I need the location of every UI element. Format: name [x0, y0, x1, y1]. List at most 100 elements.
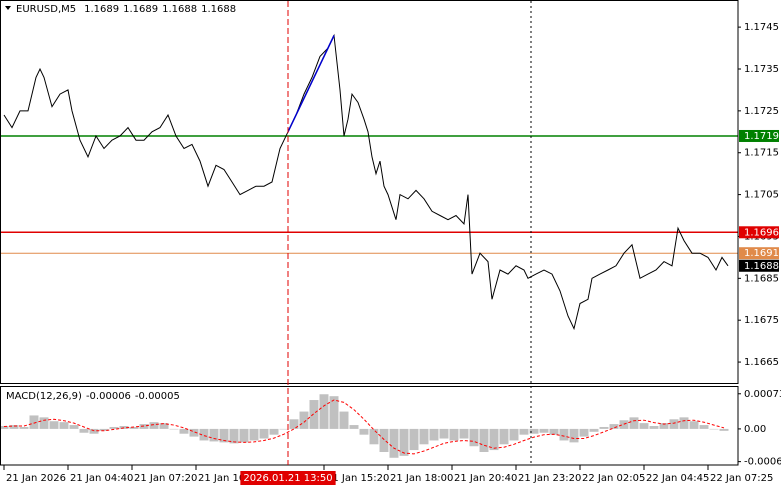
macd-bar — [479, 428, 489, 453]
y-tick-label: 1.1675 — [744, 315, 779, 326]
macd-bar — [179, 428, 189, 434]
x-tick-label: 21 Jan 20:40 — [454, 473, 517, 484]
y-tick-label: 1.1665 — [744, 357, 779, 368]
collapse-icon — [5, 6, 11, 10]
macd-bar — [509, 428, 519, 441]
macd-bar — [649, 426, 659, 429]
x-tick-label: 21 Jan 2026 — [6, 473, 66, 484]
macd-bar — [499, 428, 509, 445]
level-label: 1.1691 — [744, 248, 779, 259]
macd-bar — [689, 421, 699, 429]
macd-bar — [719, 428, 729, 431]
last-price-label: 1.1688 — [744, 261, 779, 272]
crosshair-label-box — [240, 471, 336, 485]
x-tick-label: 21 Jan 18:00 — [390, 473, 453, 484]
macd-frame — [0, 386, 739, 466]
macd-bar — [379, 428, 389, 453]
y-tick-label: 0.00 — [744, 424, 766, 435]
ohlc-value: 1.1689 — [84, 4, 119, 15]
y-tick-label: 1.1715 — [744, 148, 779, 159]
macd-bar — [589, 428, 599, 432]
macd-bar — [419, 428, 429, 445]
y-tick-label: 1.1745 — [744, 22, 779, 33]
macd-bar — [19, 426, 29, 429]
macd-bar — [209, 428, 219, 442]
macd-bar — [459, 428, 469, 439]
macd-bar — [279, 428, 289, 430]
macd-bar — [429, 428, 439, 441]
macd-bar — [249, 428, 259, 441]
x-tick-label: 21 Jan 23:20 — [518, 473, 581, 484]
macd-bar — [199, 428, 209, 441]
y-tick-label: 1.1685 — [744, 273, 779, 284]
macd-bar — [359, 428, 369, 435]
macd-bar — [309, 400, 319, 429]
macd-bar — [609, 424, 619, 429]
macd-bar — [169, 428, 179, 430]
macd-bar — [129, 426, 139, 429]
macd-title: MACD(12,26,9) — [6, 391, 82, 402]
ohlc-value: 1.1689 — [123, 4, 158, 15]
macd-bar — [219, 428, 229, 443]
macd-bar — [39, 417, 49, 429]
macd-bar — [549, 428, 559, 435]
main-frame — [0, 0, 739, 384]
macd-bar — [59, 422, 69, 429]
macd-bar — [149, 422, 159, 429]
macd-bar — [159, 423, 169, 429]
macd-bar — [389, 428, 399, 458]
symbol: EURUSD,M5 — [16, 4, 76, 15]
macd-bar — [329, 396, 339, 429]
y-tick-label: 1.1725 — [744, 106, 779, 117]
y-tick-label: 1.1705 — [744, 190, 779, 201]
macd-bar — [319, 394, 329, 429]
macd-bar — [0, 426, 9, 429]
macd-bar — [239, 428, 249, 443]
y-tick-label: 1.1735 — [744, 64, 779, 75]
macd-bar — [519, 428, 529, 435]
last-price-box — [739, 259, 779, 272]
y-tick-label: -0.00068 — [744, 457, 781, 468]
plots — [0, 26, 741, 463]
macd-bar — [599, 426, 609, 429]
macd-bar — [229, 428, 239, 444]
macd-bar — [629, 417, 639, 429]
macd-bar — [99, 428, 109, 431]
macd-bar — [449, 428, 459, 441]
ohlc-value: 1.1688 — [162, 4, 197, 15]
x-tick-label: 21 Jan 07:20 — [134, 473, 197, 484]
x-tick-label: 21 Jan 04:40 — [70, 473, 133, 484]
level-label: 1.1696 — [744, 227, 779, 238]
macd-bar — [699, 425, 709, 429]
macd-bar — [49, 421, 59, 429]
macd-bar — [349, 425, 359, 429]
macd-bar — [369, 428, 379, 445]
x-tick-label: 22 Jan 07:25 — [710, 473, 773, 484]
level-label-box — [739, 226, 779, 239]
macd-bar — [639, 423, 649, 429]
macd-bar — [409, 428, 419, 451]
macd-bar — [289, 419, 299, 429]
macd-readout: -0.00006 — [86, 391, 131, 402]
macd-bar — [299, 411, 309, 429]
level-label-box — [739, 247, 779, 260]
macd-bar — [339, 411, 349, 429]
macd-bar — [579, 428, 589, 437]
trend-line — [287, 35, 335, 133]
macd-bar — [539, 428, 549, 433]
macd-bar — [399, 428, 409, 456]
macd-bar — [469, 428, 479, 447]
ohlc-value: 1.1688 — [201, 4, 236, 15]
signal-line — [3, 399, 725, 455]
macd-bar — [259, 428, 269, 439]
macd-bar — [709, 428, 719, 430]
macd-bar — [659, 423, 669, 429]
macd-bar — [89, 428, 99, 434]
macd-bar — [79, 428, 89, 433]
macd-bar — [109, 426, 119, 429]
macd-bar — [29, 415, 39, 429]
macd-bar — [489, 428, 499, 451]
macd-readout: -0.00005 — [135, 391, 180, 402]
y-tick-label: 0.00073 — [744, 389, 781, 400]
